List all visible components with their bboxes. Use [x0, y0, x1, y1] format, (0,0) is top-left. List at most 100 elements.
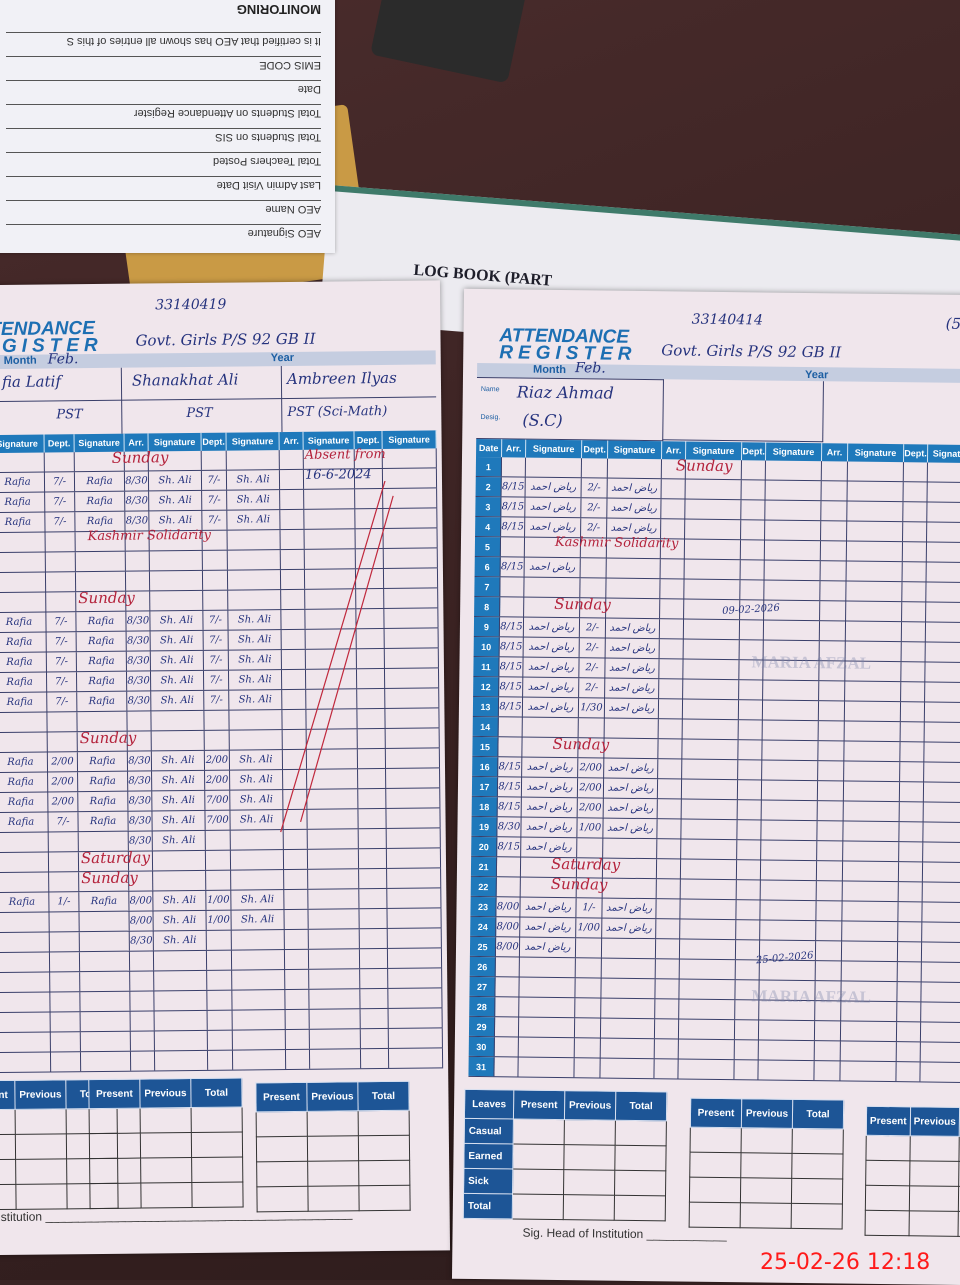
attendance-cell	[0, 912, 50, 933]
summary-cell[interactable]	[89, 1183, 142, 1209]
summary-cell[interactable]	[563, 1144, 616, 1171]
attendance-cell	[575, 998, 602, 1018]
attendance-cell	[761, 780, 819, 801]
attendance-cell	[46, 592, 77, 612]
summary-cell[interactable]	[689, 1152, 742, 1178]
attendance-cell: 7/-	[45, 492, 76, 512]
summary-header: Total	[792, 1099, 844, 1129]
summary-cell[interactable]	[792, 1128, 844, 1154]
summary-cell[interactable]	[512, 1193, 564, 1220]
attendance-cell	[926, 582, 960, 603]
summary-cell[interactable]	[740, 1202, 792, 1229]
summary-cell[interactable]	[140, 1157, 192, 1184]
summary-cell[interactable]	[865, 1210, 910, 1236]
summary-cell[interactable]	[0, 1134, 16, 1160]
summary-cell[interactable]	[791, 1178, 843, 1204]
summary-cell[interactable]	[909, 1160, 959, 1187]
attendance-cell: 1/00	[206, 910, 232, 930]
summary-cell[interactable]	[140, 1107, 192, 1134]
summary-cell[interactable]	[256, 1136, 308, 1162]
summary-cell[interactable]	[140, 1182, 193, 1209]
summary-cell[interactable]	[191, 1131, 243, 1158]
summary-cell[interactable]	[191, 1156, 243, 1183]
attendance-cell	[600, 1038, 655, 1059]
attendance-cell	[308, 949, 361, 969]
attendance-cell	[896, 1022, 922, 1042]
summary-cell[interactable]	[909, 1135, 960, 1162]
summary-cell[interactable]	[0, 1184, 17, 1210]
summary-cell[interactable]	[512, 1143, 565, 1170]
attendance-cell	[0, 1052, 52, 1073]
summary-row	[865, 1160, 960, 1187]
attendance-cell: Rafia	[77, 751, 129, 772]
summary-cell[interactable]	[15, 1183, 68, 1210]
form-field-label: EMIS CODE	[6, 56, 321, 71]
summary-cell[interactable]	[0, 1109, 16, 1135]
summary-cell[interactable]	[909, 1185, 959, 1212]
summary-cell[interactable]	[689, 1202, 741, 1228]
summary-cell[interactable]	[791, 1203, 843, 1229]
title-line-2: REGISTER	[499, 342, 637, 365]
summary-cell[interactable]	[689, 1177, 741, 1203]
summary-cell[interactable]	[140, 1132, 192, 1159]
summary-cell[interactable]	[908, 1210, 959, 1237]
summary-cell[interactable]	[15, 1158, 67, 1185]
summary-cell[interactable]	[89, 1108, 141, 1134]
row-note: Sunday	[81, 868, 138, 888]
summary-cell[interactable]	[614, 1195, 666, 1221]
attendance-cell	[847, 521, 904, 542]
summary-cell[interactable]	[191, 1181, 244, 1208]
summary-cell[interactable]	[15, 1133, 67, 1160]
summary-cell[interactable]	[15, 1108, 67, 1135]
attendance-cell	[130, 1011, 155, 1031]
attendance-cell	[685, 499, 742, 520]
summary-cell[interactable]	[358, 1110, 410, 1136]
summary-cell[interactable]	[358, 1185, 411, 1211]
attendance-cell	[496, 877, 521, 897]
summary-cell[interactable]	[89, 1133, 141, 1159]
summary-cell[interactable]	[865, 1135, 910, 1161]
serial-number: 33140414	[691, 311, 764, 329]
attendance-cell: ریاض احمد	[522, 757, 579, 778]
attendance-cell	[130, 1051, 156, 1071]
staff-designation: PST	[56, 407, 83, 423]
summary-cell[interactable]	[89, 1158, 141, 1184]
attendance-cell: Sh. Ali	[151, 750, 206, 771]
summary-cell[interactable]	[741, 1127, 793, 1154]
summary-cell[interactable]	[191, 1106, 243, 1133]
summary-cell[interactable]	[307, 1135, 359, 1162]
summary-cell[interactable]	[512, 1168, 564, 1195]
attendance-cell	[680, 919, 737, 940]
attendance-cell: 7/-	[48, 812, 79, 832]
summary-cell[interactable]	[615, 1120, 667, 1146]
summary-cell[interactable]	[563, 1169, 615, 1196]
summary-cell[interactable]	[614, 1145, 667, 1171]
summary-cell[interactable]	[358, 1135, 410, 1161]
summary-cell[interactable]	[865, 1160, 910, 1186]
attendance-cell	[656, 899, 681, 919]
attendance-cell	[762, 700, 820, 721]
summary-cell[interactable]	[256, 1111, 308, 1137]
summary-cell[interactable]	[564, 1119, 616, 1146]
attendance-cell: 8/00	[129, 891, 154, 911]
attendance-cell	[897, 962, 922, 982]
attendance-cell: Sh. Ali	[151, 690, 205, 711]
summary-cell[interactable]	[0, 1159, 16, 1185]
summary-cell[interactable]	[307, 1160, 359, 1187]
attendance-cell	[841, 961, 898, 982]
summary-cell[interactable]	[740, 1152, 793, 1179]
summary-cell[interactable]	[513, 1118, 565, 1145]
summary-cell[interactable]	[358, 1160, 410, 1186]
summary-cell[interactable]	[614, 1170, 666, 1196]
summary-cell[interactable]	[690, 1127, 742, 1153]
summary-cell[interactable]	[865, 1185, 910, 1211]
summary-cell[interactable]	[256, 1161, 308, 1187]
summary-cell[interactable]	[563, 1194, 615, 1221]
leave-type-label: Earned	[463, 1143, 514, 1169]
attendance-cell	[206, 930, 232, 950]
summary-cell[interactable]	[307, 1110, 359, 1137]
summary-cell[interactable]	[791, 1153, 844, 1179]
attendance-cell	[204, 730, 230, 750]
summary-cell[interactable]	[740, 1177, 792, 1204]
